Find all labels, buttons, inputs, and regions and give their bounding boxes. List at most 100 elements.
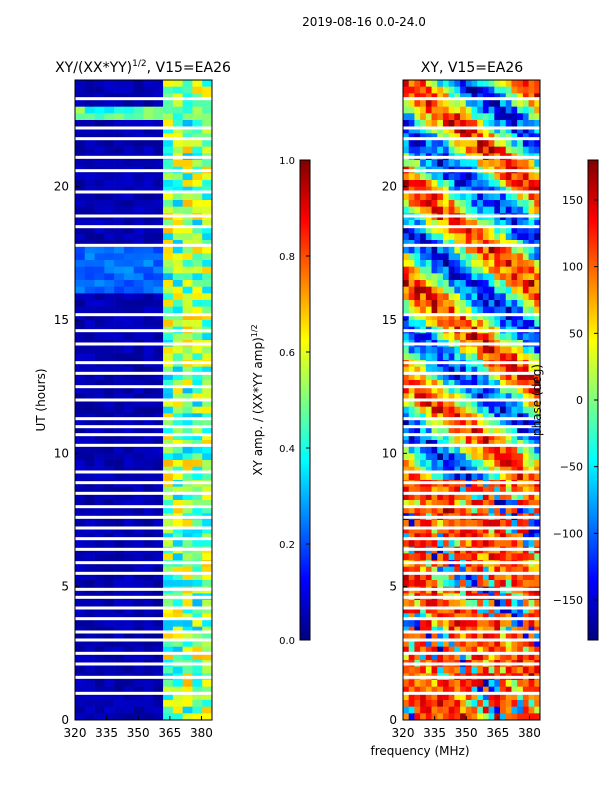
phase-heatmap-cell [425, 446, 432, 454]
phase-heatmap-cell [482, 686, 489, 694]
phase-heatmap-cell [448, 120, 455, 127]
amplitude-axes-frame [74, 79, 213, 721]
amp-heatmap-cell [153, 293, 164, 301]
phase-heatmap-cell [431, 293, 438, 301]
phase-heatmap-cell [500, 286, 507, 294]
phase-heatmap-cell [505, 226, 512, 234]
phase-heatmap-cell [408, 600, 415, 607]
amp-heatmap-cell [143, 666, 154, 674]
amp-heatmap-cell [172, 700, 183, 707]
phase-heatmap-cell [517, 686, 524, 694]
amp-heatmap-cell [182, 666, 193, 674]
amp-heatmap-cell [94, 666, 105, 674]
phase-heatmap-cell [517, 146, 524, 154]
phase-heatmap-cell [477, 446, 484, 454]
phase-heatmap-cell [420, 433, 427, 441]
phase-heatmap-cell [442, 386, 449, 394]
phase-heatmap-cell [488, 113, 495, 121]
amp-heatmap-cell [114, 620, 125, 627]
phase-heatmap-cell [471, 466, 478, 474]
phase-heatmap-cell [465, 433, 472, 441]
amp-heatmap-cell [202, 313, 213, 321]
phase-heatmap-cell [408, 386, 415, 394]
amp-heatmap-cell [153, 580, 164, 587]
phase-heatmap-cell [460, 706, 467, 714]
phase-heatmap-cell [460, 313, 467, 321]
phase-heatmap-cell [494, 433, 501, 441]
phase-colorbar-tick-label: 150 [562, 194, 583, 207]
amp-heatmap-cell [172, 566, 183, 574]
phase-heatmap-cell [420, 93, 427, 101]
phase-heatmap-cell [403, 693, 410, 701]
amp-heatmap-cell [163, 253, 174, 261]
phase-heatmap-cell [494, 566, 501, 574]
amp-gap-row [75, 571, 212, 575]
amp-heatmap-cell [153, 446, 164, 454]
phase-gap-row [403, 617, 540, 621]
phase-heatmap-cell [403, 506, 410, 514]
phase-heatmap-cell [465, 286, 472, 294]
phase-heatmap-cell [420, 600, 427, 607]
phase-heatmap-cell [448, 180, 455, 187]
phase-heatmap-cell [528, 460, 535, 467]
phase-heatmap-cell [522, 633, 529, 641]
phase-heatmap-cell [448, 273, 455, 281]
phase-heatmap-cell [534, 333, 541, 341]
phase-heatmap-cell [482, 553, 489, 561]
amp-heatmap-cell [133, 573, 144, 581]
phase-heatmap-cell [442, 446, 449, 454]
phase-heatmap-cell [500, 433, 507, 441]
amp-heatmap-cell [143, 706, 154, 714]
phase-heatmap-cell [425, 653, 432, 661]
phase-heatmap-cell [403, 540, 410, 547]
phase-heatmap-cell [482, 300, 489, 307]
phase-heatmap-cell [494, 633, 501, 641]
phase-heatmap-cell [517, 433, 524, 441]
amp-heatmap-cell [114, 253, 125, 261]
phase-heatmap-cell [517, 580, 524, 587]
phase-heatmap-cell [442, 453, 449, 461]
phase-heatmap-cell [425, 393, 432, 401]
phase-heatmap-cell [511, 353, 518, 361]
amp-heatmap-cell [114, 606, 125, 614]
phase-heatmap-cell [528, 553, 535, 561]
amp-heatmap-cell [182, 433, 193, 441]
amp-heatmap-cell [202, 506, 213, 514]
phase-heatmap-cell [511, 113, 518, 121]
amp-heatmap-cell [133, 413, 144, 421]
amp-heatmap-cell [114, 86, 125, 94]
amp-heatmap-cell [123, 240, 135, 247]
amp-heatmap-cell [133, 633, 144, 641]
amp-heatmap-cell [133, 406, 144, 414]
amp-heatmap-cell [133, 713, 144, 721]
phase-heatmap-cell [528, 686, 535, 694]
amp-heatmap-cell [182, 413, 193, 421]
phase-heatmap-cell [517, 573, 524, 581]
phase-heatmap-cell [408, 193, 415, 201]
phase-heatmap-cell [448, 460, 455, 467]
amp-heatmap-cell [104, 106, 115, 114]
phase-heatmap-cell [528, 693, 535, 701]
phase-gap-row [403, 443, 540, 447]
phase-heatmap-cell [408, 566, 415, 574]
phase-heatmap-cell [522, 386, 529, 394]
phase-heatmap-cell [471, 200, 478, 207]
phase-heatmap-cell [403, 353, 410, 361]
amp-heatmap-cell [94, 93, 105, 101]
phase-heatmap-cell [408, 206, 415, 214]
amplitude-ylabel: UT (hours) [34, 368, 48, 431]
phase-x-tick-label: 320 [392, 726, 415, 740]
amp-heatmap-cell [75, 353, 86, 361]
phase-heatmap-cell [500, 366, 507, 374]
amp-heatmap-cell [182, 240, 193, 247]
amp-heatmap-cell [133, 553, 144, 561]
amp-heatmap-cell [182, 80, 193, 87]
phase-heatmap-cell [437, 446, 444, 454]
amp-heatmap-cell [94, 506, 105, 514]
phase-heatmap-cell [522, 440, 529, 447]
amp-heatmap-cell [153, 106, 164, 114]
phase-heatmap-cell [431, 620, 438, 627]
phase-heatmap-cell [494, 413, 501, 421]
amp-heatmap-cell [182, 486, 193, 494]
amp-heatmap-cell [153, 80, 164, 87]
